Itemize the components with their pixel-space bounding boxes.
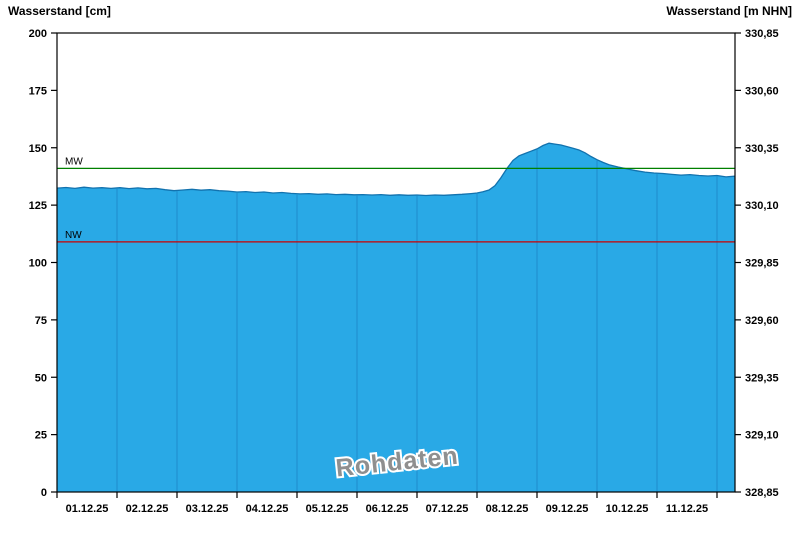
water-level-area <box>57 143 735 492</box>
left-axis-tick-label: 100 <box>29 258 47 270</box>
right-axis-tick-label: 330,60 <box>745 85 779 97</box>
left-axis-title: Wasserstand [cm] <box>8 4 111 18</box>
x-axis-tick-label: 06.12.25 <box>366 503 409 515</box>
left-axis-tick-label: 200 <box>29 28 47 40</box>
right-axis-tick-label: 330,85 <box>745 28 779 40</box>
x-axis-tick-label: 05.12.25 <box>306 503 349 515</box>
x-axis-tick-label: 09.12.25 <box>546 503 589 515</box>
right-axis-tick-label: 329,60 <box>745 315 779 327</box>
x-axis-tick-label: 10.12.25 <box>606 503 649 515</box>
nw-reference-label: NW <box>65 230 82 241</box>
x-axis-tick-label: 07.12.25 <box>426 503 469 515</box>
water-level-line <box>56 142 736 197</box>
x-axis-tick-label: 08.12.25 <box>486 503 529 515</box>
x-axis-tick-label: 04.12.25 <box>246 503 289 515</box>
right-axis-tick-label: 329,35 <box>745 372 779 384</box>
left-axis-tick-label: 175 <box>29 85 47 97</box>
x-axis-tick-label: 03.12.25 <box>186 503 229 515</box>
right-axis-tick-label: 329,10 <box>745 430 779 442</box>
left-axis-tick-label: 50 <box>35 372 47 384</box>
right-axis-tick-label: 329,85 <box>745 258 779 270</box>
left-axis-tick-label: 25 <box>35 430 47 442</box>
mw-reference-label: MW <box>65 156 83 167</box>
right-axis-title: Wasserstand [m NHN] <box>666 4 792 18</box>
right-axis-tick-label: 330,10 <box>745 200 779 212</box>
left-axis-tick-label: 125 <box>29 200 47 212</box>
x-axis-tick-label: 02.12.25 <box>126 503 169 515</box>
left-axis-tick-label: 75 <box>35 315 47 327</box>
x-axis-tick-label: 01.12.25 <box>66 503 109 515</box>
right-axis-tick-label: 328,85 <box>745 487 779 499</box>
right-axis-tick-label: 330,35 <box>745 143 779 155</box>
left-axis-tick-label: 0 <box>41 487 47 499</box>
left-axis-tick-label: 150 <box>29 143 47 155</box>
x-axis-tick-label: 11.12.25 <box>666 503 708 515</box>
plot-area: MW NW 0 328,85 25 329,10 50 329,35 75 329,60 100 32… <box>29 28 779 515</box>
